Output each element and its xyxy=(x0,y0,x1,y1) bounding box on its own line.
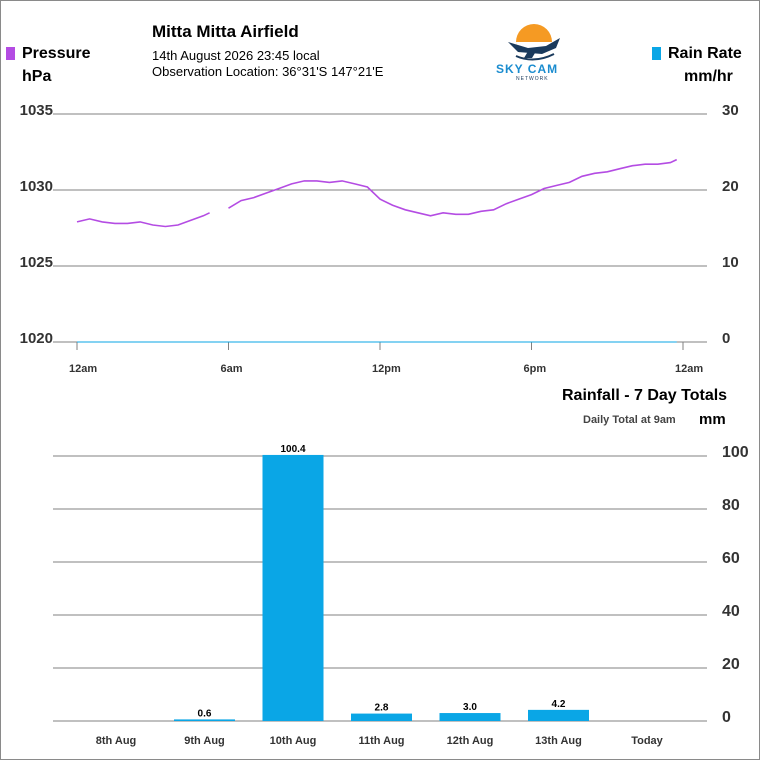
rainfall-bar xyxy=(174,719,235,721)
plane-sun-logo-icon: SKY CAM NETWORK xyxy=(494,18,576,84)
observation-location: Observation Location: 36°31'S 147°21'E xyxy=(152,64,384,79)
rainfall-subtitle: Daily Total at 9am xyxy=(583,414,676,426)
observation-datetime: 14th August 2026 23:45 local xyxy=(152,48,320,63)
pressure-y-tick-label: 1025 xyxy=(20,254,53,271)
rain-rate-unit-label: mm/hr xyxy=(684,68,733,85)
logo-name: SKY CAM xyxy=(496,62,559,76)
rainfall-category-label: 10th Aug xyxy=(270,735,317,747)
pressure-legend-swatch xyxy=(6,47,15,60)
pressure-y-tick-label: 1020 xyxy=(20,330,53,347)
rainfall-y-tick-label: 60 xyxy=(722,550,740,567)
rainfall-category-label: 9th Aug xyxy=(184,735,225,747)
rainfall-bar xyxy=(528,709,589,721)
rainfall-value-label: 100.4 xyxy=(280,444,305,455)
logo-subtitle: NETWORK xyxy=(516,76,549,82)
rainfall-bar xyxy=(351,713,412,721)
x-tick-label: 12pm xyxy=(372,363,401,375)
rainfall-category-label: 13th Aug xyxy=(535,735,582,747)
x-tick-label: 12am xyxy=(69,363,97,375)
rainfall-category-label: 8th Aug xyxy=(96,735,137,747)
rainfall-value-label: 3.0 xyxy=(463,702,477,713)
rain-rate-y-tick-label: 0 xyxy=(722,330,730,347)
pressure-legend-label: Pressure xyxy=(22,45,91,62)
pressure-y-tick-label: 1035 xyxy=(20,102,53,119)
pressure-unit-label: hPa xyxy=(22,68,52,85)
rain-rate-y-tick-label: 10 xyxy=(722,254,739,271)
rainfall-y-tick-label: 100 xyxy=(722,444,749,461)
rain-rate-y-tick-label: 30 xyxy=(722,102,739,119)
rainfall-category-label: 11th Aug xyxy=(358,735,404,747)
rain-rate-y-tick-label: 20 xyxy=(722,178,739,195)
rainfall-bar xyxy=(262,454,324,721)
rainfall-unit: mm xyxy=(699,411,726,428)
rainfall-y-tick-label: 80 xyxy=(722,497,740,514)
station-title: Mitta Mitta Airfield xyxy=(152,22,299,41)
rainfall-value-label: 4.2 xyxy=(552,699,566,710)
x-tick-label: 6pm xyxy=(524,363,547,375)
rain-rate-legend-swatch xyxy=(652,47,661,60)
rainfall-y-tick-label: 0 xyxy=(722,709,731,726)
rainfall-title: Rainfall - 7 Day Totals xyxy=(562,387,728,404)
x-tick-label: 12am xyxy=(675,363,703,375)
rainfall-bar xyxy=(439,713,501,721)
rain-rate-legend-label: Rain Rate xyxy=(668,45,742,62)
rainfall-value-label: 2.8 xyxy=(375,703,389,714)
pressure-series-line xyxy=(76,212,210,228)
rainfall-category-label: Today xyxy=(631,735,663,747)
rainfall-y-tick-label: 40 xyxy=(722,603,740,620)
pressure-y-tick-label: 1030 xyxy=(20,178,53,195)
x-tick-label: 6am xyxy=(221,363,243,375)
rainfall-category-label: 12th Aug xyxy=(447,735,494,747)
pressure-series-line xyxy=(228,158,678,217)
rainfall-y-tick-label: 20 xyxy=(722,656,740,673)
rainfall-value-label: 0.6 xyxy=(198,708,212,719)
